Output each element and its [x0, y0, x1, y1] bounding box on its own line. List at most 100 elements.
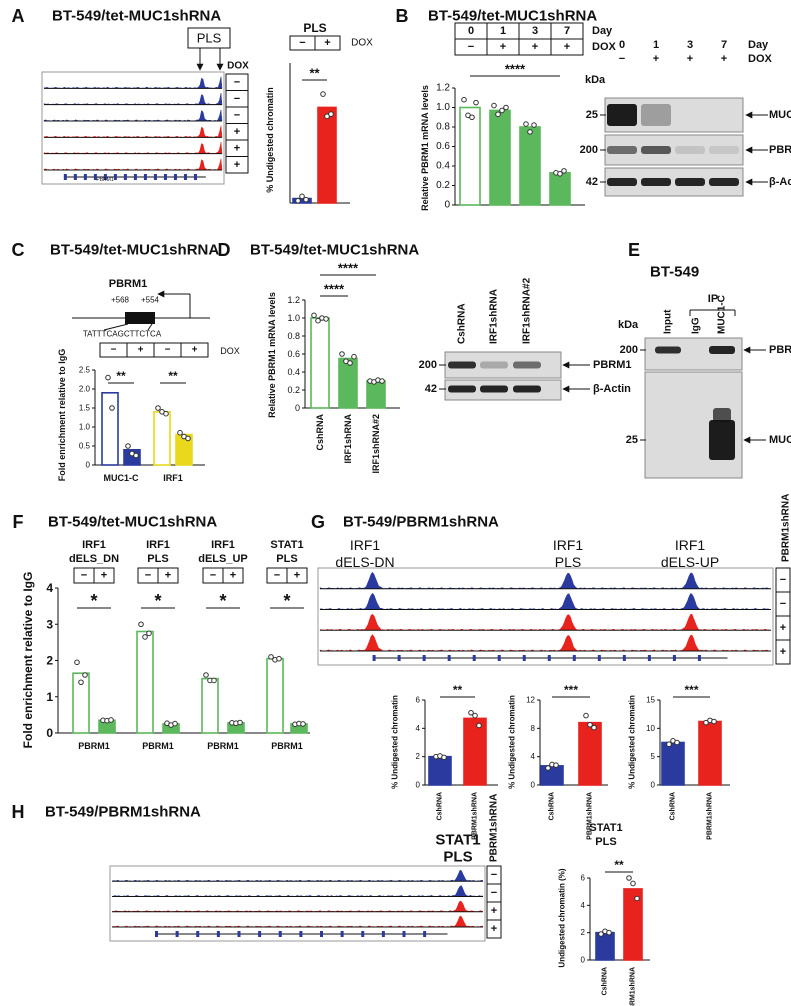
sign-label: + [491, 923, 497, 935]
band [641, 104, 671, 126]
data-point [527, 129, 533, 135]
data-point [105, 374, 111, 381]
exon [372, 655, 376, 661]
chart-title: PLS [595, 836, 616, 848]
significance-label: **** [338, 261, 359, 276]
exon [423, 931, 427, 937]
data-point [142, 634, 148, 640]
panel-title: BT-549/PBRM1shRNA [343, 514, 499, 531]
condition-label: PBRM1shRNA [489, 794, 500, 862]
group-label: STAT1 [270, 539, 303, 551]
data-point [557, 171, 563, 177]
data-point [379, 378, 385, 384]
lane-label: Input [663, 309, 674, 334]
row-label: Day [592, 25, 613, 37]
exon [547, 655, 551, 661]
protein-label: PBRM1 [593, 359, 632, 371]
y-tick-label: 1.2 [287, 295, 300, 305]
sign-label: + [780, 622, 786, 634]
significance-label: *** [684, 683, 698, 697]
y-axis-label: % Undigested chromatin [265, 87, 275, 193]
group-label: dELS_UP [198, 553, 248, 565]
position-label: +554 [141, 296, 160, 305]
group-label: PLS [276, 553, 297, 565]
panel-letter: D [218, 240, 231, 260]
bar [153, 410, 171, 466]
panel-title: BT-549/tet-MUC1shRNA [428, 8, 597, 25]
exon [103, 174, 107, 180]
data-point [185, 435, 191, 442]
band [675, 146, 705, 154]
sign-label: + [192, 345, 198, 356]
y-axis-label: Relative PBRM1 mRNA levels [267, 292, 277, 418]
exon [381, 931, 385, 937]
exon [622, 655, 626, 661]
y-tick-label: 2.5 [79, 366, 91, 375]
data-point [666, 741, 672, 748]
chart-title: PLS [303, 21, 326, 35]
bar [549, 172, 571, 206]
data-point [311, 312, 317, 319]
sign-label: − [234, 93, 240, 105]
group-label: PLS [147, 553, 168, 565]
significance-label: *** [564, 683, 578, 697]
panel-letter: B [396, 6, 409, 26]
data-point [303, 196, 309, 203]
data-point [634, 895, 640, 902]
row-label: DOX [592, 41, 617, 53]
exon [647, 655, 651, 661]
sign-label: + [138, 345, 144, 356]
data-point [583, 712, 589, 719]
bar [698, 720, 722, 786]
y-tick-label: 0.6 [287, 349, 300, 359]
bar [519, 126, 541, 206]
y-tick-label: 1.2 [436, 83, 450, 94]
y-tick-label: 1.5 [79, 404, 91, 413]
exon [278, 931, 282, 937]
data-point [441, 754, 447, 761]
data-point [523, 121, 529, 127]
region-label: IRF1 [553, 537, 584, 553]
x-tick-label: PBRM1 [207, 741, 239, 751]
bar [317, 106, 337, 204]
exon [143, 174, 147, 180]
data-point [211, 677, 217, 684]
bar [310, 317, 330, 409]
y-axis-label: Fold enrichment relative to IgG [57, 349, 67, 482]
data-point [491, 102, 497, 109]
exon [497, 655, 501, 661]
x-tick-label: MUC1-C [104, 473, 139, 483]
panel-title: BT-549/tet-MUC1shRNA [48, 514, 217, 531]
panel-letter: C [12, 240, 25, 260]
lane-label: + [721, 53, 727, 65]
data-point [630, 880, 636, 887]
region-label: IRF1 [675, 537, 706, 553]
exon [361, 931, 365, 937]
significance-label: ** [453, 683, 463, 697]
lane-label: CshRNA [457, 303, 468, 344]
y-tick-label: 2 [581, 928, 586, 937]
exon [73, 174, 77, 180]
y-tick-label: 0.8 [287, 331, 300, 341]
lane-label: + [653, 53, 659, 65]
data-point [461, 96, 467, 103]
data-point [138, 621, 144, 628]
sign-label: − [780, 598, 786, 610]
marker-label: 200 [419, 359, 437, 371]
marker-label: 25 [586, 109, 598, 121]
exon [472, 655, 476, 661]
sign-label: + [234, 159, 240, 171]
data-point [351, 353, 357, 360]
band [713, 408, 731, 422]
group-label: IRF1 [82, 539, 106, 551]
region-box [187, 27, 231, 49]
region-label: PLS [197, 31, 222, 46]
panel-title: BT-549/tet-MUC1shRNA [250, 242, 419, 259]
sign-label: − [491, 887, 497, 899]
marker-label: 200 [620, 344, 638, 356]
exon [173, 174, 177, 180]
sign-label: + [234, 126, 240, 138]
x-tick-label: IRF1shRNA#2 [371, 414, 381, 474]
data-point [323, 316, 329, 322]
